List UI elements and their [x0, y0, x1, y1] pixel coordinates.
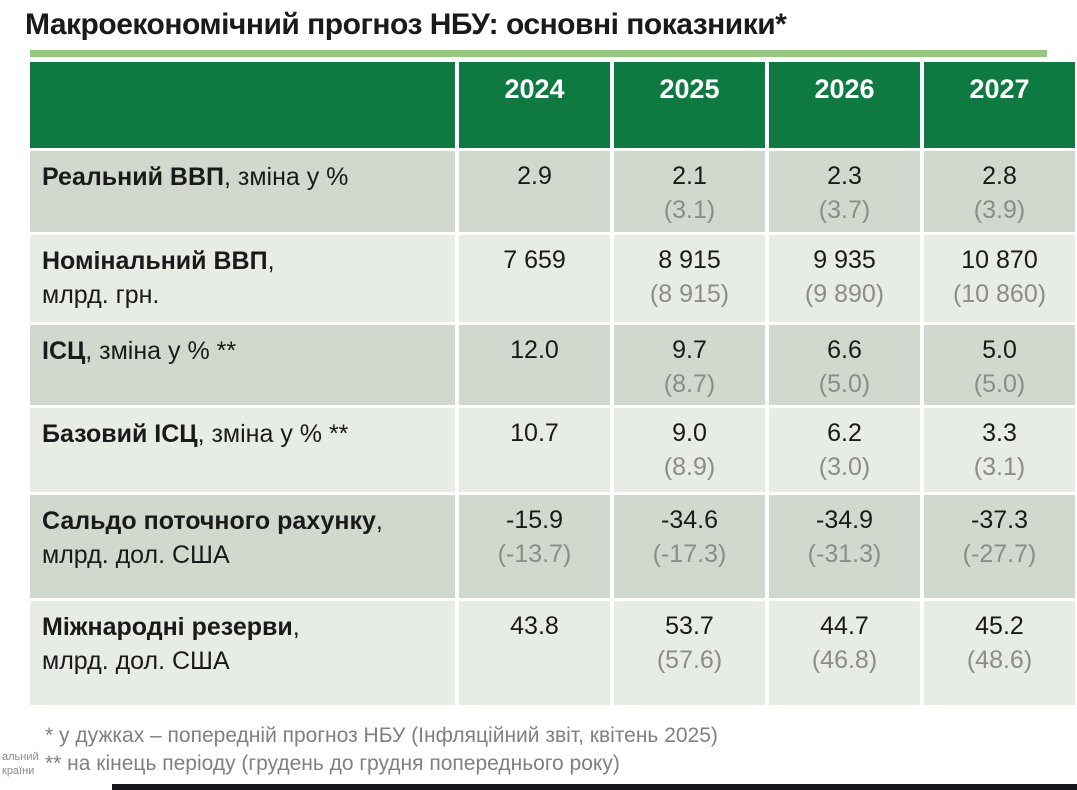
prev-forecast-value: (57.6): [656, 645, 723, 674]
table-header-year-2025: 2025: [614, 62, 765, 148]
prev-forecast-value: (3.7): [818, 195, 871, 224]
row-label-real-gdp: Реальний ВВП, зміна у %: [30, 151, 455, 232]
cell-value: 9.7: [672, 336, 707, 364]
row-label-core-cpi: Базовий ІСЦ, зміна у % **: [30, 408, 455, 492]
page-title: Макроекономічний прогноз НБУ: основні по…: [25, 8, 787, 41]
prev-forecast-value: (8.9): [663, 452, 716, 481]
cell-value: 53.7: [665, 612, 714, 640]
table-cell: 9 935 (9 890): [769, 235, 920, 322]
table-cell: -34.9 (-31.3): [769, 495, 920, 598]
cell-value: 6.2: [827, 419, 862, 447]
cell-value: -37.3: [971, 506, 1028, 534]
prev-forecast-value: (-17.3): [652, 539, 727, 568]
table-cell: 44.7 (46.8): [769, 601, 920, 705]
cell-value: 45.2: [975, 612, 1024, 640]
prev-forecast-value: (8.7): [663, 369, 716, 398]
row-label-line1: Номінальний ВВП,: [42, 247, 275, 275]
prev-forecast-value: (8 915): [649, 279, 730, 308]
table-header-corner: [30, 62, 455, 148]
cell-value: 6.6: [827, 336, 862, 364]
cell-value: -15.9: [506, 506, 563, 534]
footnotes: * у дужках – попередній прогноз НБУ (Інф…: [45, 722, 718, 778]
cell-value: 12.0: [510, 336, 559, 364]
table-header-year-2024: 2024: [459, 62, 610, 148]
prev-forecast-value: (5.0): [818, 369, 871, 398]
prev-forecast-value: (10 860): [952, 279, 1047, 308]
table-cell: 2.9: [459, 151, 610, 232]
table-header-year-2027: 2027: [924, 62, 1075, 148]
table-cell: 53.7 (57.6): [614, 601, 765, 705]
prev-forecast-value: (46.8): [811, 645, 878, 674]
cell-value: 2.3: [827, 162, 862, 190]
table-cell: 12.0: [459, 325, 610, 405]
cell-value: 2.9: [517, 162, 552, 190]
title-underline-accent: [30, 50, 1047, 57]
row-label-current-account: Сальдо поточного рахунку, млрд. дол. США: [30, 495, 455, 598]
table-header-year-2026: 2026: [769, 62, 920, 148]
table-cell: -15.9 (-13.7): [459, 495, 610, 598]
row-label-line1: Міжнародні резерви,: [42, 613, 300, 641]
table-cell: 6.2 (3.0): [769, 408, 920, 492]
cell-value: 9.0: [672, 419, 707, 447]
row-label-line1: Сальдо поточного рахунку,: [42, 507, 383, 535]
table-cell: 5.0 (5.0): [924, 325, 1075, 405]
row-label-line1: ІСЦ, зміна у % **: [42, 337, 237, 365]
row-label-line2: млрд. дол. США: [42, 540, 230, 569]
table-cell: 6.6 (5.0): [769, 325, 920, 405]
cell-value: 7 659: [503, 246, 566, 274]
row-label-cpi: ІСЦ, зміна у % **: [30, 325, 455, 405]
table-cell: -37.3 (-27.7): [924, 495, 1075, 598]
row-label-nominal-gdp: Номінальний ВВП, млрд. грн.: [30, 235, 455, 322]
prev-forecast-value: (3.0): [818, 452, 871, 481]
cell-value: 2.1: [672, 162, 707, 190]
prev-forecast-value: (3.9): [973, 195, 1026, 224]
prev-forecast-value: (3.1): [973, 452, 1026, 481]
table-cell: 10.7: [459, 408, 610, 492]
cell-value: 8 915: [658, 246, 721, 274]
cell-value: 10.7: [510, 419, 559, 447]
footnote-double-asterisk: ** на кінець періоду (грудень до грудня …: [45, 751, 620, 775]
table-cell: 8 915 (8 915): [614, 235, 765, 322]
forecast-table: 2024 2025 2026 2027 Реальний ВВП, зміна …: [30, 62, 1075, 705]
bottom-edge-bar: [112, 784, 1077, 790]
row-label-line2: млрд. грн.: [42, 280, 160, 309]
cell-value: 10 870: [961, 246, 1038, 274]
cell-value: 3.3: [982, 419, 1017, 447]
prev-forecast-value: (-27.7): [962, 539, 1037, 568]
footnote-single-asterisk: * у дужках – попередній прогноз НБУ (Інф…: [45, 724, 718, 747]
cell-value: 5.0: [982, 336, 1017, 364]
table-cell: 3.3 (3.1): [924, 408, 1075, 492]
row-label-line1: Базовий ІСЦ, зміна у % **: [42, 420, 349, 448]
cell-value: 9 935: [813, 246, 876, 274]
table-cell: 45.2 (48.6): [924, 601, 1075, 705]
prev-forecast-value: (3.1): [663, 195, 716, 224]
cell-value: -34.9: [816, 506, 873, 534]
prev-forecast-value: (-31.3): [807, 539, 882, 568]
table-cell: 2.1 (3.1): [614, 151, 765, 232]
prev-forecast-value: (-13.7): [497, 539, 572, 568]
cell-value: 44.7: [820, 612, 869, 640]
table-cell: 2.8 (3.9): [924, 151, 1075, 232]
row-label-line1: Реальний ВВП, зміна у %: [42, 163, 349, 191]
prev-forecast-value: (9 890): [804, 279, 885, 308]
table-cell: 43.8: [459, 601, 610, 705]
prev-forecast-value: (5.0): [973, 369, 1026, 398]
row-label-international-reserves: Міжнародні резерви, млрд. дол. США: [30, 601, 455, 705]
table-cell: 7 659: [459, 235, 610, 322]
cell-value: 43.8: [510, 612, 559, 640]
nbu-logo-text-fragment: альний країни: [2, 751, 39, 777]
table-cell: -34.6 (-17.3): [614, 495, 765, 598]
cell-value: -34.6: [661, 506, 718, 534]
cell-value: 2.8: [982, 162, 1017, 190]
table-cell: 9.7 (8.7): [614, 325, 765, 405]
table-cell: 9.0 (8.9): [614, 408, 765, 492]
table-cell: 10 870 (10 860): [924, 235, 1075, 322]
row-label-line2: млрд. дол. США: [42, 646, 230, 675]
table-cell: 2.3 (3.7): [769, 151, 920, 232]
prev-forecast-value: (48.6): [966, 645, 1033, 674]
